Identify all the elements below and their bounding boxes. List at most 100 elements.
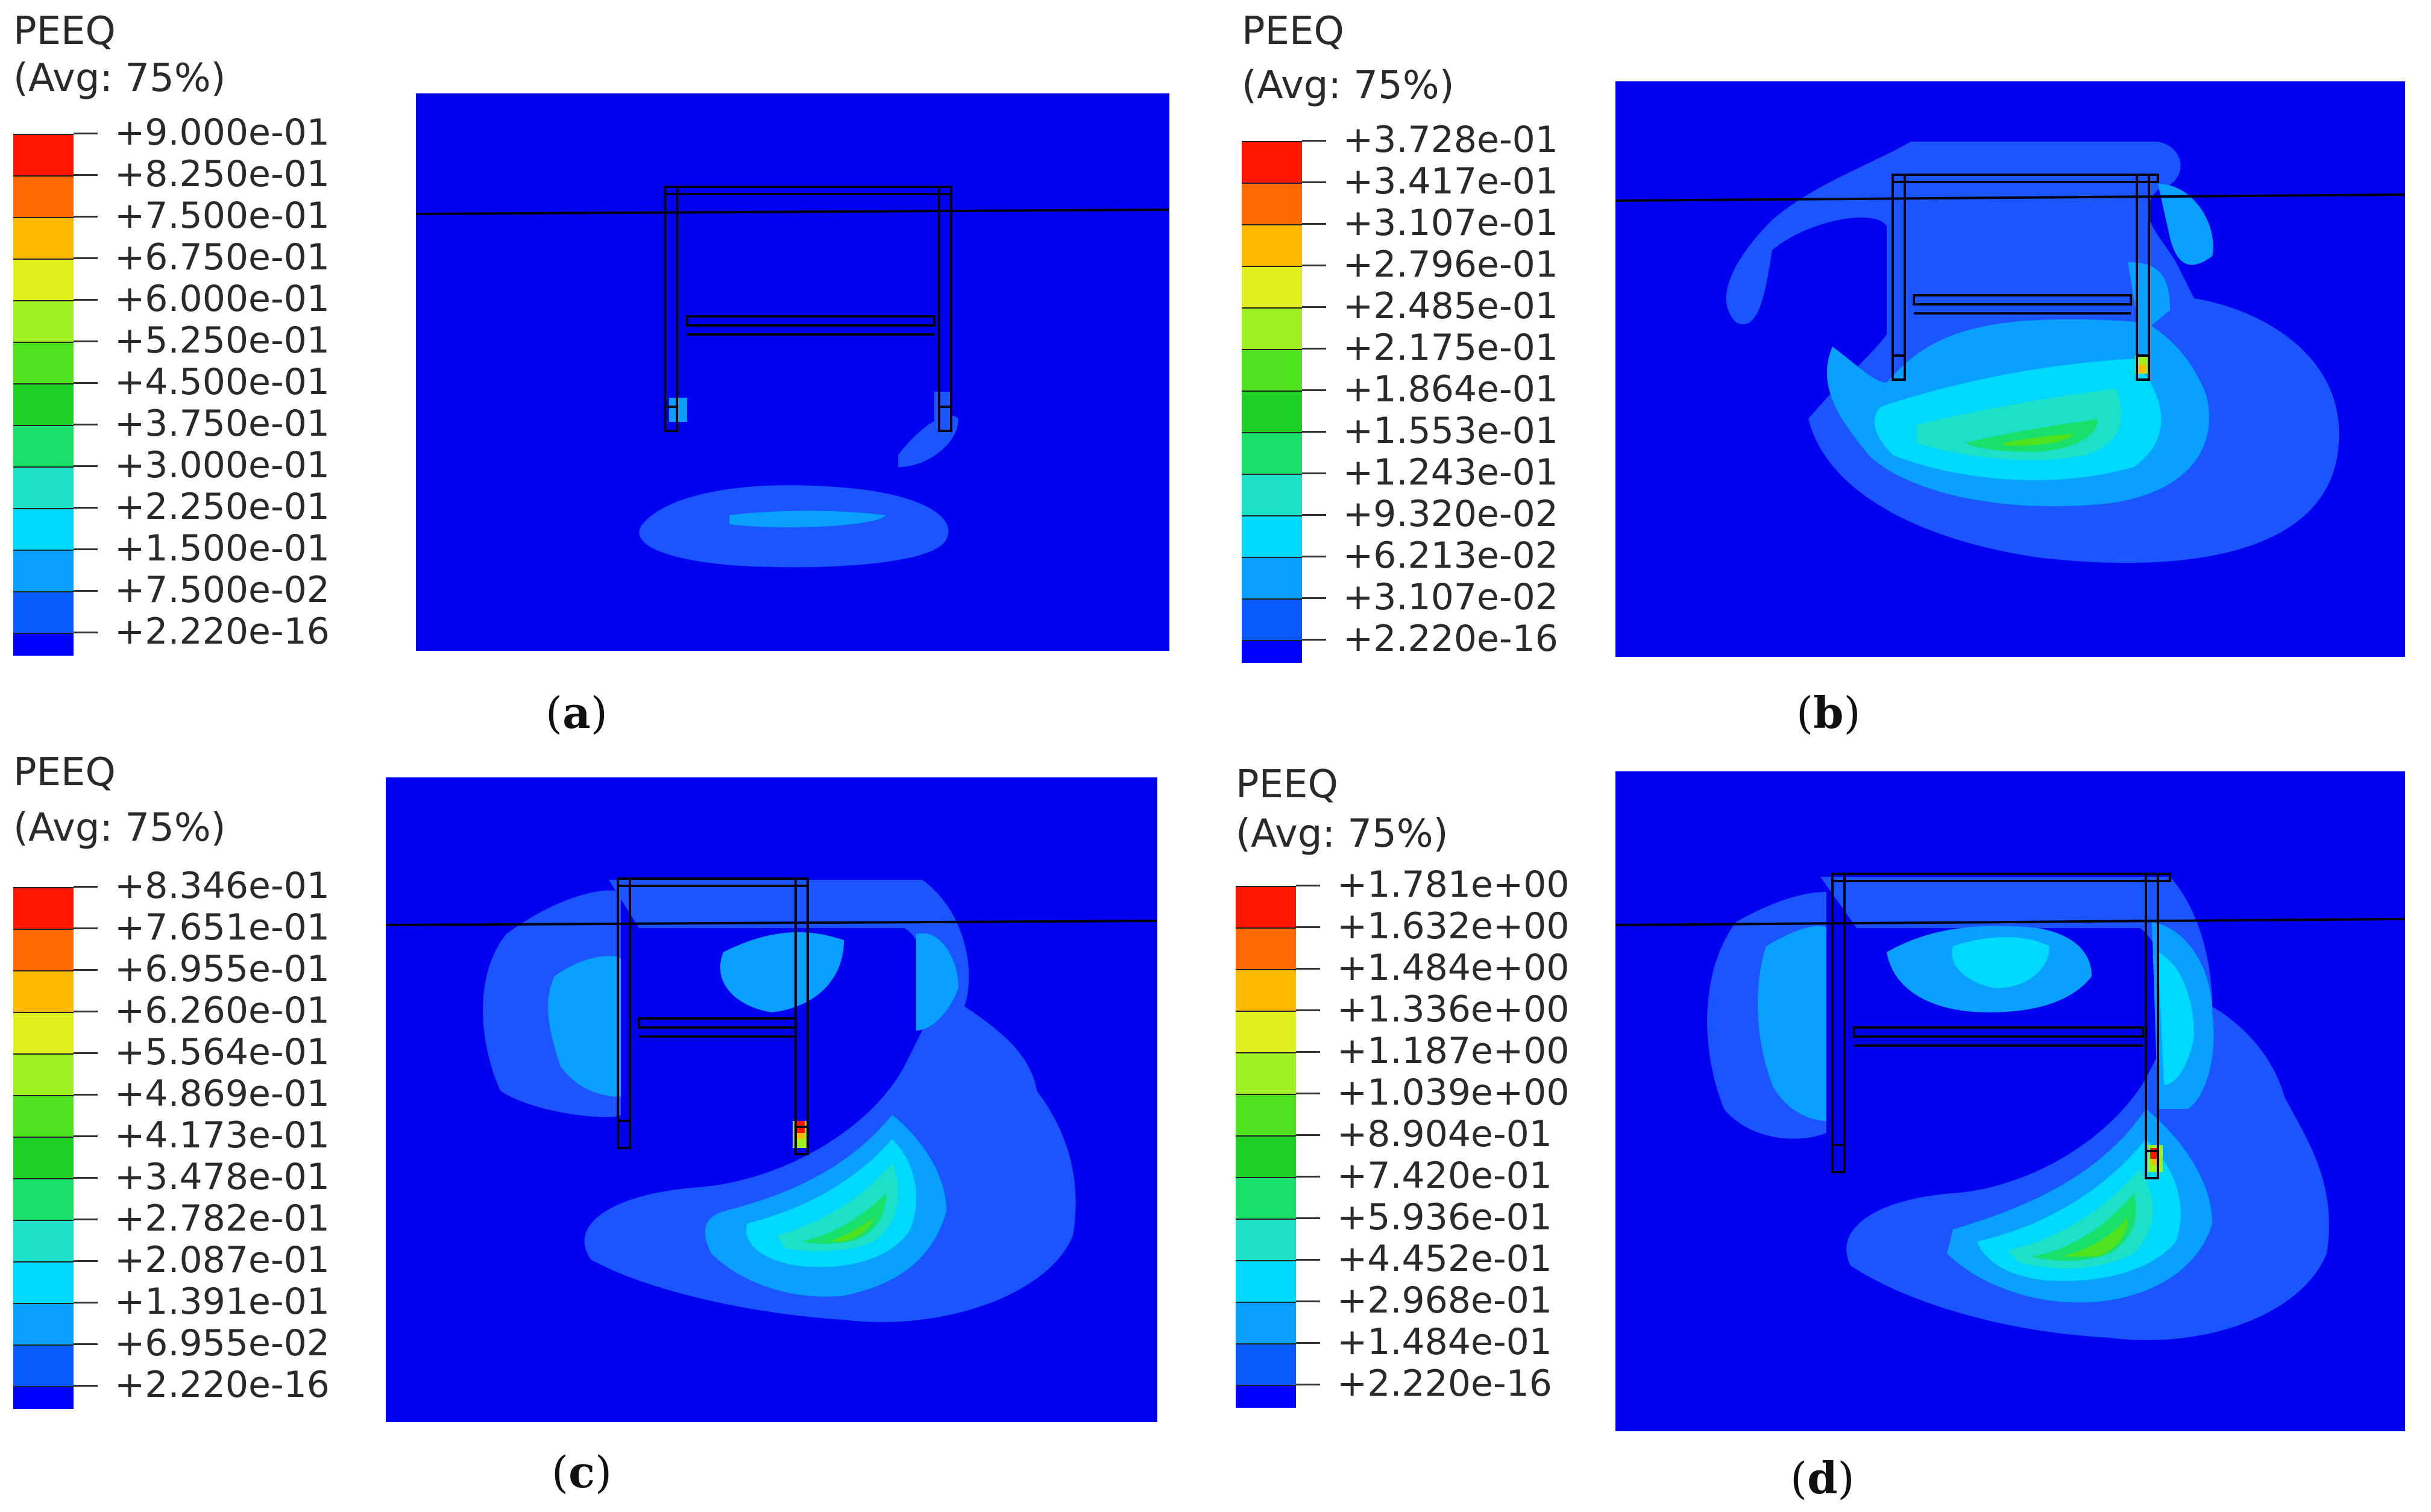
caption-c: (c) [552, 1446, 612, 1498]
tick-mark [1302, 597, 1326, 599]
tick-label: +2.968e-01 [1337, 1279, 1552, 1322]
tick-mark [1302, 514, 1326, 516]
tick-label: +8.250e-01 [115, 153, 330, 195]
tick-label: +9.320e-02 [1343, 493, 1558, 535]
tick-mark [74, 1219, 98, 1220]
tick-label: +2.087e-01 [115, 1239, 330, 1281]
tick-label: +2.220e-16 [115, 610, 330, 653]
tick-label: +7.500e-02 [115, 569, 330, 611]
tick-label: +1.781e+00 [1337, 864, 1570, 906]
color-band [1236, 1385, 1296, 1408]
tick-mark [1302, 472, 1326, 474]
color-band [13, 1053, 74, 1095]
color-band [1236, 1011, 1296, 1052]
tick-mark [1296, 1384, 1320, 1385]
tick-label: +7.500e-01 [115, 195, 330, 237]
color-band [13, 300, 74, 342]
tick-label: +2.220e-16 [1343, 618, 1558, 660]
color-band [1236, 969, 1296, 1011]
caption-a: (a) [546, 687, 608, 738]
tick-mark [74, 424, 98, 425]
color-band [13, 633, 74, 656]
tick-mark [1296, 1300, 1320, 1302]
tick-mark [1302, 431, 1326, 433]
color-band [1242, 432, 1302, 474]
tick-mark [74, 886, 98, 888]
color-band [1242, 391, 1302, 432]
tick-label: +2.220e-16 [1337, 1363, 1552, 1405]
tick-label: +8.346e-01 [115, 865, 330, 907]
tick-label: +4.173e-01 [115, 1114, 330, 1156]
color-band [13, 259, 74, 300]
tick-mark [74, 257, 98, 259]
color-band [13, 383, 74, 425]
color-band [1242, 141, 1302, 183]
color-band [13, 342, 74, 383]
tick-label: +3.107e-01 [1343, 202, 1558, 244]
color-band [13, 508, 74, 550]
tick-label: +9.000e-01 [115, 111, 330, 154]
panel-c: PEEQ (Avg: 75%) +8.346e-01 +7.651e-01 +6.9… [0, 753, 1206, 1512]
tick-mark [1302, 140, 1326, 142]
tick-label: +2.796e-01 [1343, 243, 1558, 286]
tick-mark [74, 1135, 98, 1137]
tick-mark [1302, 265, 1326, 266]
color-band [1242, 183, 1302, 224]
color-band [13, 1012, 74, 1053]
tick-mark [74, 1343, 98, 1345]
tick-mark [74, 969, 98, 971]
contour-plot-c [386, 777, 1157, 1422]
color-band [13, 1344, 74, 1386]
tick-label: +8.904e-01 [1337, 1113, 1552, 1155]
tick-label: +1.039e+00 [1337, 1071, 1570, 1114]
tick-label: +1.553e-01 [1343, 410, 1558, 452]
tick-label: +4.869e-01 [115, 1073, 330, 1115]
color-band [13, 1386, 74, 1409]
color-band [1242, 266, 1302, 307]
color-band [1242, 557, 1302, 598]
tick-label: +5.936e-01 [1337, 1196, 1552, 1238]
tick-label: +7.651e-01 [115, 906, 330, 949]
tick-label: +3.728e-01 [1343, 119, 1558, 161]
tick-label: +1.484e+00 [1337, 947, 1570, 989]
tick-label: +6.955e-01 [115, 948, 330, 990]
tick-mark [1296, 1176, 1320, 1178]
legend-title: PEEQ [1242, 9, 1344, 54]
legend-title: PEEQ [13, 9, 116, 54]
color-band [1236, 1302, 1296, 1343]
color-band [13, 1220, 74, 1261]
legend-average-note: (Avg: 75%) [1236, 812, 1448, 856]
contour-plot-a [416, 93, 1169, 651]
tick-label: +6.000e-01 [115, 278, 330, 320]
tick-mark [1296, 1134, 1320, 1136]
color-band [1236, 886, 1296, 927]
tick-label: +1.243e-01 [1343, 451, 1558, 494]
contour-plot-b [1615, 81, 2405, 657]
color-band [1236, 1177, 1296, 1219]
color-band [13, 134, 74, 175]
tick-label: +4.500e-01 [115, 361, 330, 403]
tick-mark [74, 927, 98, 929]
color-band [13, 1303, 74, 1344]
tick-mark [74, 1094, 98, 1096]
panel-a: PEEQ (Avg: 75%) +9.000e-01 +8.250e-01 +7.5… [0, 0, 1206, 747]
color-band [13, 887, 74, 929]
tick-mark [1302, 181, 1326, 183]
tick-mark [74, 590, 98, 592]
tick-mark [74, 1011, 98, 1012]
tick-mark [74, 1302, 98, 1303]
color-band [13, 1178, 74, 1220]
color-band [13, 466, 74, 508]
color-band [1242, 640, 1302, 663]
tick-label: +6.213e-02 [1343, 535, 1558, 577]
color-band [1236, 927, 1296, 969]
legend-average-note: (Avg: 75%) [1242, 63, 1455, 108]
tick-label: +6.955e-02 [115, 1322, 330, 1364]
tick-label: +1.187e+00 [1337, 1030, 1570, 1072]
color-band [1242, 515, 1302, 557]
tick-mark [74, 465, 98, 467]
legend-average-note: (Avg: 75%) [13, 806, 226, 850]
tick-mark [1296, 1009, 1320, 1011]
tick-label: +6.260e-01 [115, 990, 330, 1032]
legend-average-note: (Avg: 75%) [13, 56, 226, 101]
